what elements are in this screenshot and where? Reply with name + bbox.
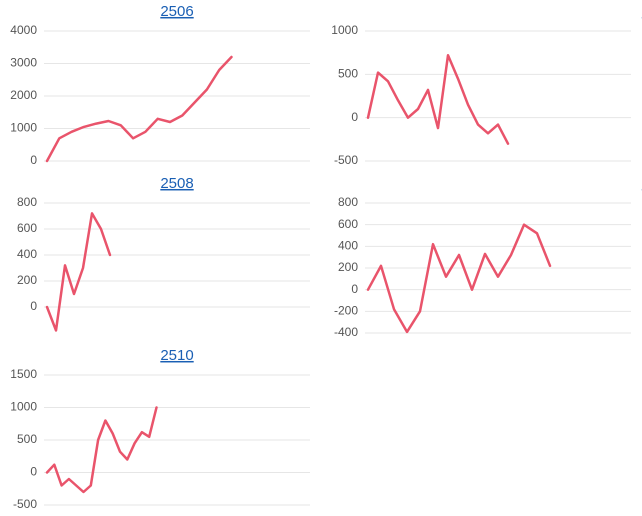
y-tick-label: 4000 (10, 23, 37, 37)
data-line (366, 54, 510, 145)
y-tick-label: 200 (17, 273, 37, 287)
y-tick-label: 800 (17, 195, 37, 209)
y-tick-label: 800 (338, 195, 358, 209)
y-tick-label: 600 (17, 221, 37, 235)
y-tick-label: 400 (338, 239, 358, 253)
chart-title[interactable]: 2508 (160, 175, 193, 192)
y-tick-label: 0 (351, 282, 358, 296)
y-tick-label: 1000 (10, 400, 37, 414)
y-tick-label: 3000 (10, 56, 37, 70)
y-tick-label: 500 (338, 67, 358, 81)
y-tick-label: 500 (17, 432, 37, 446)
data-line (45, 406, 158, 494)
chart-title[interactable]: 2510 (160, 347, 193, 364)
data-line (366, 223, 552, 334)
y-tick-label: -400 (334, 325, 358, 339)
y-tick-label: 600 (338, 217, 358, 231)
y-tick-label: -500 (334, 153, 358, 167)
y-tick-label: -500 (13, 497, 37, 511)
y-tick-label: 2000 (10, 88, 37, 102)
y-tick-label: 1000 (331, 23, 358, 37)
y-tick-label: 0 (30, 465, 37, 479)
y-tick-label: 200 (338, 260, 358, 274)
y-tick-label: 0 (30, 153, 37, 167)
y-tick-label: 400 (17, 247, 37, 261)
y-tick-label: 0 (30, 299, 37, 313)
y-tick-label: -200 (334, 304, 358, 318)
data-line (45, 55, 233, 163)
y-tick-label: 0 (351, 110, 358, 124)
y-tick-label: 1500 (10, 367, 37, 381)
chart-title[interactable]: 2506 (160, 3, 193, 20)
y-tick-label: 1000 (10, 121, 37, 135)
data-line (45, 212, 112, 332)
